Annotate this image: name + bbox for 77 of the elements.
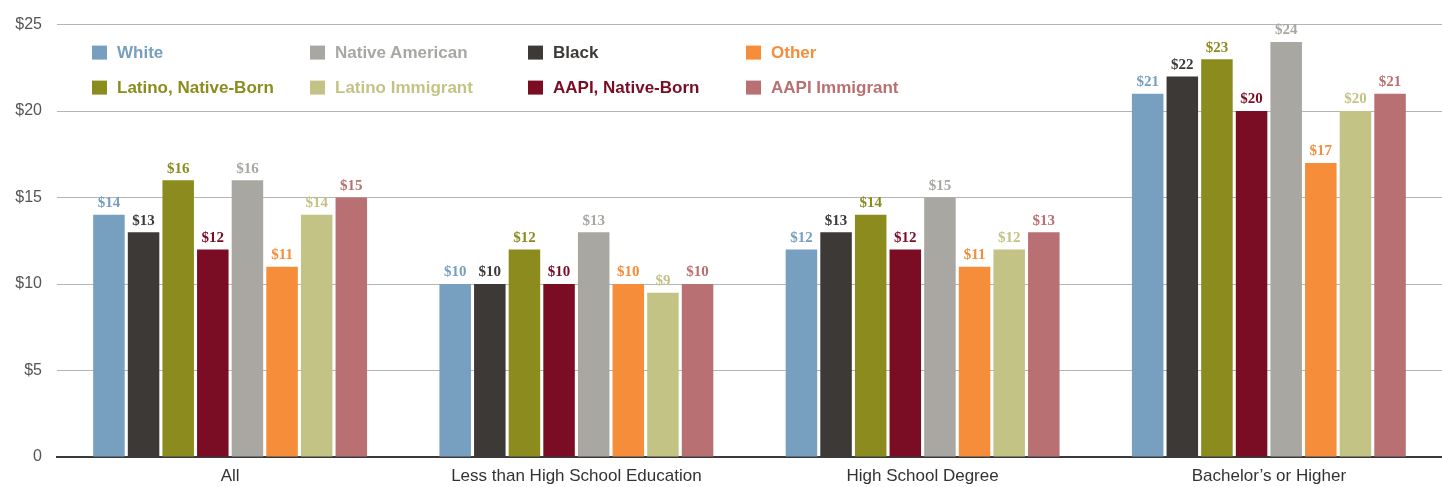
data-label: $16 <box>236 159 260 176</box>
data-label: $20 <box>1240 90 1263 107</box>
bar <box>231 180 264 457</box>
data-label: $15 <box>928 176 952 193</box>
bar <box>300 214 333 457</box>
bar <box>785 249 818 457</box>
data-label: $10 <box>686 263 709 280</box>
data-label: $17 <box>1309 142 1333 159</box>
data-label: $24 <box>1274 21 1298 38</box>
bar <box>1270 41 1302 457</box>
data-label: $12 <box>894 228 917 245</box>
bar <box>1374 93 1406 457</box>
data-label: $13 <box>132 211 155 228</box>
bar <box>1028 232 1060 457</box>
legend-label: AAPI, Native-Born <box>553 78 700 98</box>
bar <box>543 284 575 457</box>
data-label: $20 <box>1344 90 1367 107</box>
bar <box>1305 162 1337 457</box>
x-tick-label: All <box>220 465 240 485</box>
bar <box>93 214 125 457</box>
bar <box>439 284 471 457</box>
x-tick-label: High School Degree <box>846 465 999 485</box>
data-label: $12 <box>513 228 536 245</box>
legend-label: Latino, Native-Born <box>117 78 274 98</box>
bar <box>854 214 887 457</box>
bar <box>924 197 956 457</box>
bar <box>1131 93 1164 457</box>
bar <box>577 232 610 457</box>
data-label: $12 <box>790 228 813 245</box>
bar <box>508 249 541 457</box>
data-label: $11 <box>271 246 293 263</box>
bar <box>1235 111 1268 457</box>
bar <box>681 284 714 457</box>
bar <box>647 292 679 457</box>
x-tick-label: Less than High School Education <box>451 465 702 485</box>
data-label: $10 <box>443 263 467 280</box>
y-tick-label: $5 <box>24 360 43 378</box>
bar <box>266 266 298 457</box>
y-tick-label: $25 <box>15 15 43 33</box>
data-label: $21 <box>1378 73 1402 90</box>
data-label: $13 <box>824 211 848 228</box>
legend-label: White <box>117 43 164 63</box>
y-tick-label: $10 <box>15 274 43 292</box>
bar <box>1339 111 1372 457</box>
data-label: $16 <box>166 159 190 176</box>
data-label: $22 <box>1171 55 1194 72</box>
legend-label: AAPI Immigrant <box>771 78 899 98</box>
y-tick-label: $15 <box>15 187 43 205</box>
legend-label: Other <box>771 43 817 63</box>
data-label: $13 <box>1032 211 1056 228</box>
y-tick-label: 0 <box>33 447 43 465</box>
bar <box>197 249 229 457</box>
data-label: $15 <box>340 176 363 193</box>
data-label: $14 <box>97 194 121 211</box>
bar <box>958 266 991 457</box>
bar <box>162 180 194 457</box>
data-label: $23 <box>1205 38 1229 55</box>
legend-label: Black <box>553 43 599 63</box>
y-tick-label: $20 <box>15 101 43 119</box>
legend-label: Latino Immigrant <box>335 78 474 98</box>
data-label: $13 <box>582 211 605 228</box>
data-label: $14 <box>305 194 329 211</box>
bar <box>1201 59 1233 457</box>
data-label: $10 <box>547 263 571 280</box>
bar <box>889 249 922 457</box>
x-tick-label: Bachelor’s or Higher <box>1191 465 1347 485</box>
data-label: $14 <box>859 194 883 211</box>
data-label: $11 <box>963 246 986 263</box>
data-label: $10 <box>478 263 502 280</box>
bar <box>335 197 368 457</box>
bar <box>993 249 1025 457</box>
data-label: $12 <box>201 228 225 245</box>
bar <box>612 284 645 457</box>
data-label: $21 <box>1136 73 1159 90</box>
data-label: $12 <box>997 228 1021 245</box>
legend-label: Native American <box>335 43 468 63</box>
data-label: $10 <box>617 263 640 280</box>
